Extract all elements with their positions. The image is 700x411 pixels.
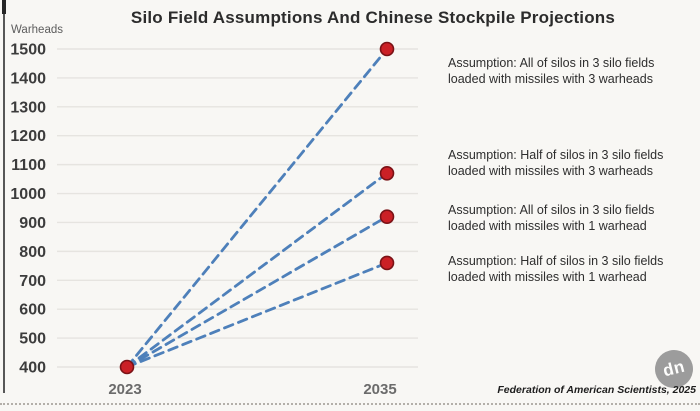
y-tick-label-700: 700: [19, 273, 46, 290]
data-point-2023-400: [119, 359, 135, 375]
annotation-line: Assumption: Half of silos in 3 silo fiel…: [448, 254, 664, 268]
annotation-line: loaded with missiles with 3 warheads: [448, 72, 653, 86]
y-axis-label: Warheads: [11, 24, 63, 36]
annotation-line: Assumption: All of silos in 3 silo field…: [448, 56, 655, 70]
y-tick-label-1500: 1500: [10, 42, 46, 59]
y-tick-label-800: 800: [19, 244, 46, 261]
dn-watermark-text: dn: [661, 356, 687, 381]
projection-line-3: [125, 261, 389, 369]
bottom-dotted-divider: [0, 403, 700, 405]
projection-line-2: [125, 215, 389, 369]
left-edge-artifact-cap: [2, 0, 6, 14]
y-tick-label-500: 500: [19, 331, 46, 348]
annotation-line: Assumption: All of silos in 3 silo field…: [448, 203, 655, 217]
y-tick-label-1300: 1300: [10, 99, 46, 116]
annotation-half-silos-1-warhead: Assumption: Half of silos in 3 silo fiel…: [448, 253, 698, 285]
annotation-half-silos-3-warheads: Assumption: Half of silos in 3 silo fiel…: [448, 147, 698, 179]
x-tick-label-2023: 2023: [108, 381, 141, 398]
y-tick-label-400: 400: [19, 360, 46, 377]
annotation-line: loaded with missiles with 1 warhead: [448, 270, 647, 284]
source-attribution: Federation of American Scientists, 2025: [497, 384, 696, 396]
projection-line-1: [125, 171, 389, 369]
left-edge-artifact-line: [3, 0, 5, 393]
y-tick-label-1000: 1000: [10, 186, 46, 203]
y-tick-label-1200: 1200: [10, 128, 46, 145]
annotation-line: loaded with missiles with 1 warhead: [448, 219, 647, 233]
chart-title: Silo Field Assumptions And Chinese Stock…: [130, 8, 616, 27]
x-tick-label-2035: 2035: [363, 381, 396, 398]
data-point-2035-920: [379, 209, 395, 224]
data-point-2035-1500: [379, 41, 395, 57]
annotation-all-silos-3-warheads: Assumption: All of silos in 3 silo field…: [448, 55, 698, 87]
y-tick-label-600: 600: [19, 302, 46, 319]
y-tick-label-1100: 1100: [11, 157, 46, 174]
annotation-line: Assumption: Half of silos in 3 silo fiel…: [448, 148, 664, 162]
y-tick-label-1400: 1400: [10, 70, 46, 87]
annotation-line: loaded with missiles with 3 warheads: [448, 164, 653, 178]
data-point-2035-760: [379, 255, 395, 271]
annotation-all-silos-1-warhead: Assumption: All of silos in 3 silo field…: [448, 202, 698, 234]
projection-line-0: [125, 47, 389, 369]
y-tick-label-900: 900: [19, 215, 46, 232]
data-point-2035-1070: [379, 166, 395, 181]
